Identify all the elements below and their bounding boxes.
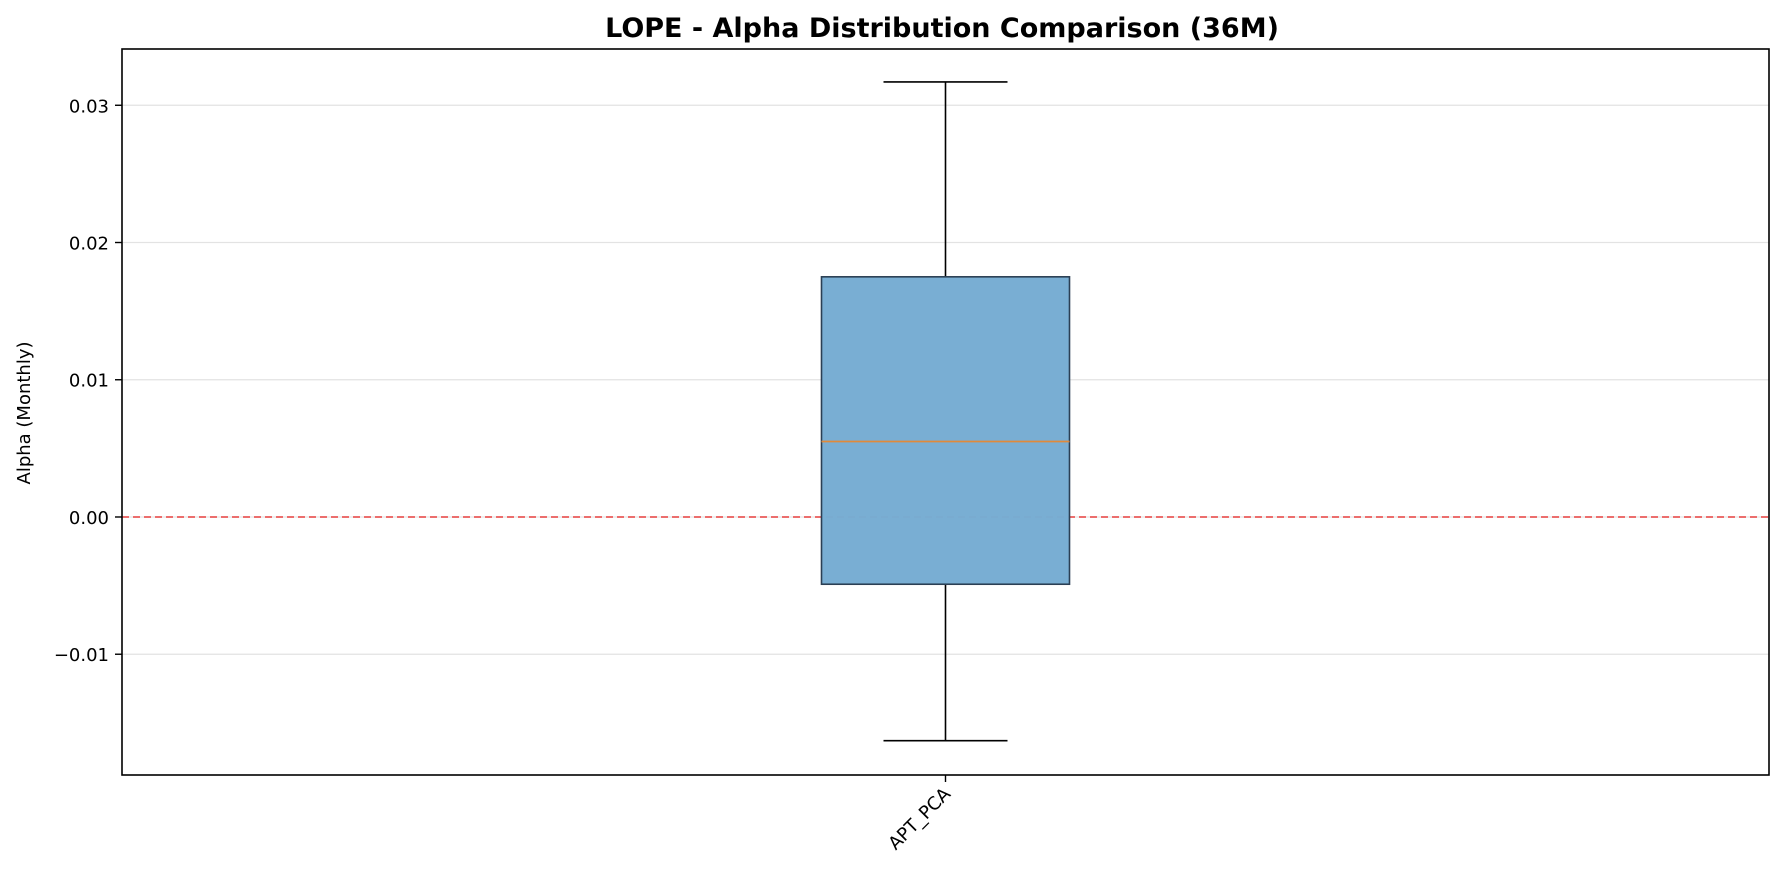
y-tick-label: 0.03 (69, 96, 109, 117)
y-tick-label: 0.02 (69, 234, 109, 255)
y-axis-label: Alpha (Monthly) (14, 341, 35, 484)
box-iqr (820, 276, 1071, 586)
y-tick-label: 0.01 (69, 371, 109, 392)
box-layer (820, 81, 1071, 742)
y-tick-label: 0.00 (69, 508, 109, 529)
box-apt-pca (820, 81, 1071, 742)
chart-title: LOPE - Alpha Distribution Comparison (36… (605, 13, 1279, 44)
y-tick-label: −0.01 (54, 645, 109, 666)
y-axis-ticks: −0.01 0.00 0.01 0.02 0.03 (54, 96, 122, 666)
